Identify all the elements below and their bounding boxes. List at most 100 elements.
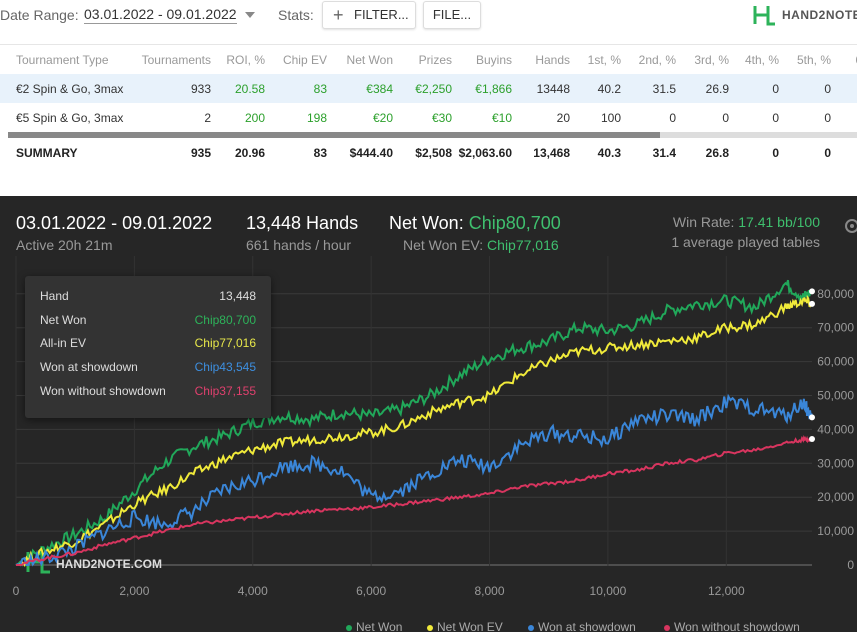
y-tick-label: 20,000 [817, 490, 854, 504]
y-tick-label: 50,000 [817, 389, 854, 403]
column-header[interactable]: Tournaments [141, 53, 211, 67]
table-cell: 13448 [536, 82, 570, 96]
table-cell-name: SUMMARY [16, 146, 78, 160]
x-tick-label: 10,000 [590, 584, 627, 598]
legend-no-showdown[interactable]: Won without showdown [664, 620, 800, 634]
series-line [15, 393, 813, 567]
net-won-ev-value: Chip77,016 [487, 237, 559, 253]
y-tick-label: 80,000 [817, 287, 854, 301]
column-header[interactable]: Net Won [346, 53, 393, 67]
column-header[interactable]: 1st, % [587, 53, 621, 67]
table-cell: 83 [313, 82, 327, 96]
active-time: Active 20h 21m [16, 237, 113, 253]
legend-showdown[interactable]: Won at showdown [528, 620, 636, 634]
table-row[interactable]: €5 Spin & Go, 3max 2 200 198 €20 €30 €10 20 100 0… [0, 103, 857, 132]
x-tick-label: 2,000 [119, 584, 149, 598]
table-cell: 0 [772, 146, 779, 160]
file-button[interactable]: FILE... [423, 1, 481, 29]
table-cell: 200 [244, 111, 265, 125]
column-header[interactable]: Prizes [418, 53, 452, 67]
net-won-summary: Net Won: Chip80,700 [389, 213, 561, 234]
table-cell: 0 [722, 111, 729, 125]
panel-date-range: 03.01.2022 - 09.01.2022 [16, 213, 213, 233]
table-cell: 26.9 [705, 82, 729, 96]
table-cell: 40.3 [597, 146, 621, 160]
table-cell: €2,250 [415, 82, 452, 96]
chart-watermark: HAND2NOTE.COM [56, 557, 162, 571]
legend-label: Net Won EV [437, 620, 503, 634]
date-range-select[interactable]: 03.01.2022 - 09.01.2022 [84, 6, 237, 24]
horizontal-scrollbar[interactable] [8, 132, 660, 138]
column-header[interactable]: 5th, % [796, 53, 831, 67]
legend-dot-icon [528, 624, 534, 631]
legend-dot-icon [664, 624, 670, 631]
table-cell: €20 [372, 111, 393, 125]
toolbar: Date Range: 03.01.2022 - 09.01.2022 Stat… [0, 0, 857, 30]
column-header[interactable]: Chip EV [282, 53, 327, 67]
profit-chart[interactable]: 0 10,000 20,000 30,000 40,000 50,000 60,000 70,… [0, 196, 857, 632]
win-rate-value: 17.41 bb/100 [738, 214, 820, 230]
series-end-point [809, 300, 815, 307]
file-button-label: FILE... [432, 7, 472, 22]
logo: HAND2NOTE.COM [752, 4, 857, 26]
tooltip-value: Chip37,155 [194, 383, 256, 398]
table-cell: €10 [491, 111, 512, 125]
x-tick-label: 8,000 [475, 584, 505, 598]
graph-panel: 03.01.2022 - 09.01.2022 Active 20h 21m 1… [0, 196, 857, 634]
x-tick-label: 4,000 [238, 584, 268, 598]
tooltip-label: Hand [40, 289, 69, 303]
y-tick-label: 0 [847, 558, 854, 572]
legend-net-won-ev[interactable]: Net Won EV [427, 620, 503, 634]
column-header[interactable]: 6 [855, 53, 857, 67]
table-cell: $2,508 [415, 146, 452, 160]
table-cell: 198 [306, 111, 327, 125]
stats-label: Stats: [278, 7, 314, 23]
win-rate-block: Win Rate: 17.41 bb/100 1 average played … [671, 214, 820, 250]
chevron-down-icon[interactable] [245, 12, 255, 18]
table-cell-name: €2 Spin & Go, 3max [16, 82, 124, 96]
series-end-point [809, 414, 815, 421]
table-cell: 26.8 [705, 146, 729, 160]
hands-per-hour: 661 hands / hour [246, 237, 352, 253]
tooltip-value: Chip80,700 [194, 312, 256, 327]
plus-icon: + [333, 5, 344, 25]
y-tick-label: 40,000 [817, 422, 854, 436]
summary-row: SUMMARY 935 20.96 83 $444.40 $2,508 $2,063.60 1… [0, 138, 857, 167]
y-tick-label: 60,000 [817, 355, 854, 369]
table-cell: 20 [556, 111, 570, 125]
y-tick-label: 70,000 [817, 321, 854, 335]
table-cell: 0 [824, 146, 831, 160]
column-header[interactable]: Tournament Type [16, 53, 109, 67]
legend-label: Net Won [356, 620, 403, 634]
series-end-point [809, 436, 815, 443]
table-header: Tournament Type Tournaments ROI, % Chip EV N… [0, 44, 857, 75]
column-header[interactable]: 4th, % [744, 53, 779, 67]
tooltip-label: Net Won [40, 312, 87, 327]
column-header[interactable]: Hands [535, 53, 570, 67]
results-table: Tournament Type Tournaments ROI, % Chip EV N… [0, 44, 857, 168]
column-header[interactable]: Buyins [475, 53, 512, 67]
table-cell: 0 [772, 82, 779, 96]
table-cell: €30 [431, 111, 452, 125]
filter-button[interactable]: + FILTER... [322, 1, 416, 29]
y-tick-label: 10,000 [817, 524, 854, 538]
series-line [16, 435, 813, 566]
tooltip-value: Chip77,016 [194, 336, 256, 351]
net-won-value: Chip80,700 [468, 213, 561, 233]
tooltip-value: 13,448 [219, 289, 256, 303]
column-header[interactable]: 3rd, % [694, 53, 729, 67]
x-tick-label: 12,000 [708, 584, 745, 598]
legend-dot-icon [346, 624, 352, 631]
logo-text: HAND2NOTE.COM [782, 8, 857, 22]
avg-tables: 1 average played tables [671, 234, 820, 250]
column-header[interactable]: ROI, % [226, 53, 265, 67]
legend-label: Won at showdown [538, 620, 636, 634]
table-row[interactable]: €2 Spin & Go, 3max 933 20.58 83 €384 €2,250 €1… [0, 74, 857, 103]
table-cell: 0 [669, 111, 676, 125]
tooltip-label: Won at showdown [40, 360, 138, 375]
gear-icon[interactable] [842, 216, 857, 236]
column-header[interactable]: 2nd, % [638, 53, 676, 67]
legend-net-won[interactable]: Net Won [346, 620, 402, 634]
table-cell: 935 [190, 146, 211, 160]
date-range-label: Date Range: [0, 7, 79, 23]
